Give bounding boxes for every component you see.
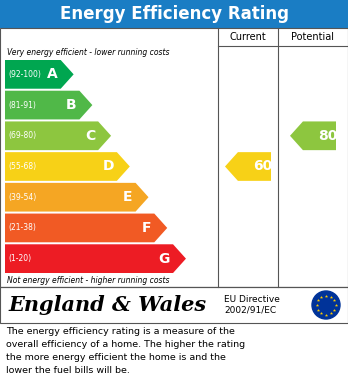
Text: (55-68): (55-68) [8, 162, 36, 171]
Text: The energy efficiency rating is a measure of the
overall efficiency of a home. T: The energy efficiency rating is a measur… [6, 327, 245, 375]
Text: 80: 80 [318, 129, 337, 143]
Text: A: A [47, 67, 58, 81]
Text: B: B [66, 98, 77, 112]
Text: Potential: Potential [292, 32, 334, 42]
Text: F: F [142, 221, 151, 235]
Polygon shape [225, 152, 271, 181]
Polygon shape [5, 122, 111, 150]
Text: E: E [123, 190, 133, 204]
Text: Current: Current [230, 32, 266, 42]
Polygon shape [5, 60, 74, 89]
Text: (39-54): (39-54) [8, 193, 36, 202]
Bar [0, 28, 348, 287]
Circle shape [312, 291, 340, 319]
Text: 2002/91/EC: 2002/91/EC [224, 305, 276, 314]
Text: (1-20): (1-20) [8, 254, 31, 263]
Polygon shape [5, 183, 149, 212]
Text: Not energy efficient - higher running costs: Not energy efficient - higher running co… [7, 276, 169, 285]
Text: G: G [159, 252, 170, 265]
Text: England & Wales: England & Wales [8, 295, 206, 315]
Bar [0, 287, 348, 323]
Bar [0, 0, 348, 28]
Text: C: C [85, 129, 95, 143]
Polygon shape [5, 213, 167, 242]
Text: (81-91): (81-91) [8, 100, 36, 109]
Text: (69-80): (69-80) [8, 131, 36, 140]
Text: Energy Efficiency Rating: Energy Efficiency Rating [60, 5, 288, 23]
Polygon shape [5, 152, 130, 181]
Text: EU Directive: EU Directive [224, 296, 280, 305]
Text: 60: 60 [253, 160, 272, 174]
Polygon shape [5, 244, 186, 273]
Text: D: D [102, 160, 114, 174]
Polygon shape [5, 91, 92, 119]
Polygon shape [290, 122, 336, 150]
Text: (92-100): (92-100) [8, 70, 41, 79]
Text: (21-38): (21-38) [8, 223, 36, 232]
Text: Very energy efficient - lower running costs: Very energy efficient - lower running co… [7, 48, 169, 57]
